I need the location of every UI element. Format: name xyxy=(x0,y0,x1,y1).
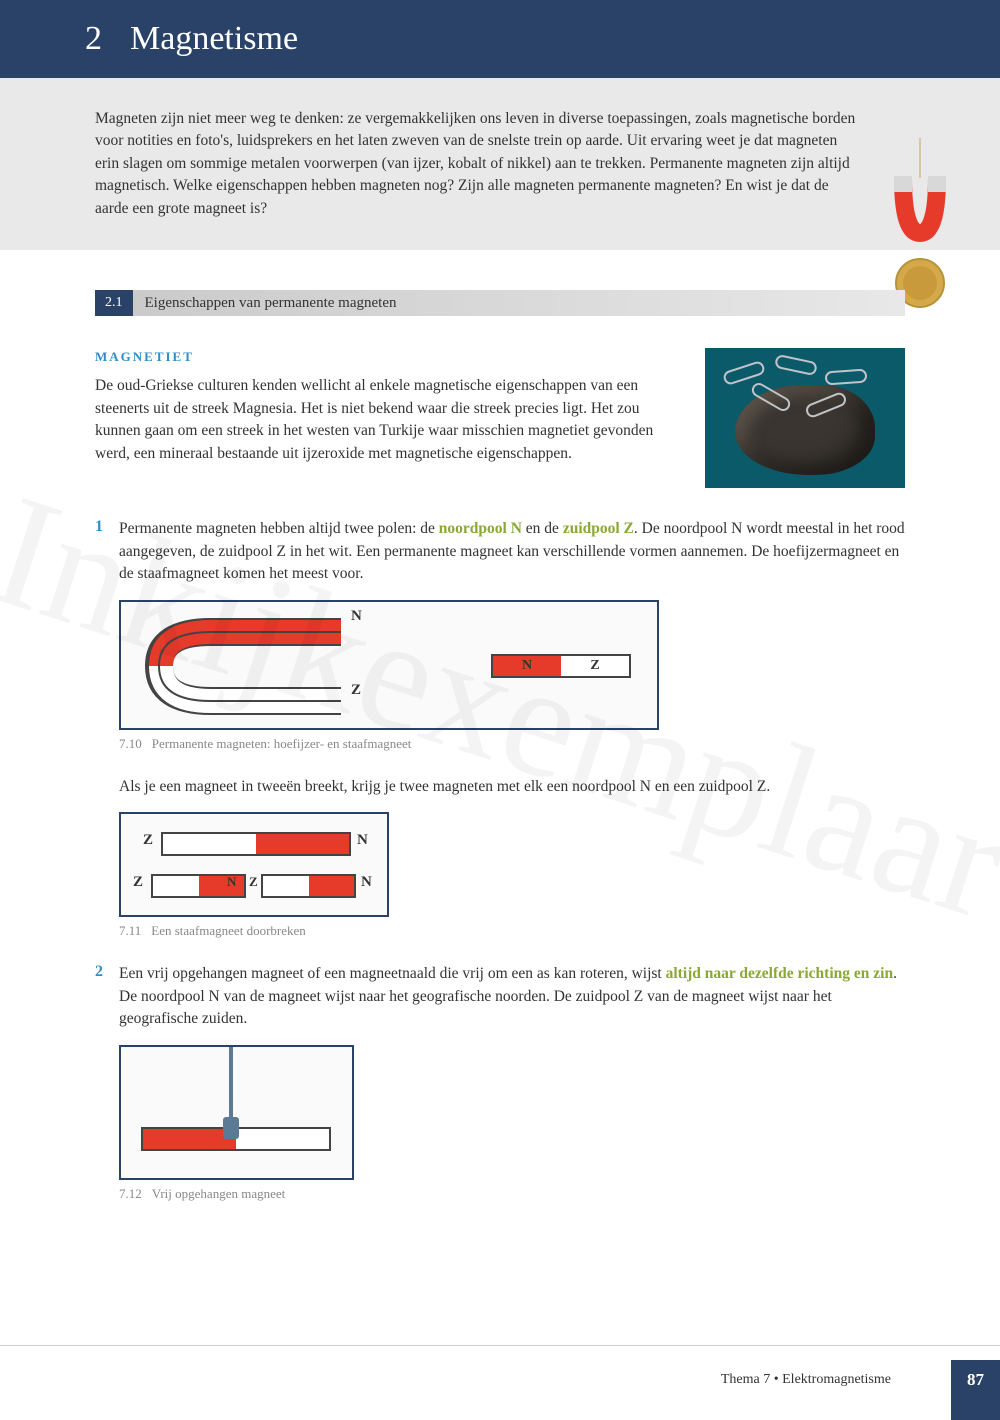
horseshoe-magnet-icon xyxy=(141,614,371,719)
fig-num: 7.10 xyxy=(119,736,142,751)
section-bar: 2.1 Eigenschappen van permanente magnete… xyxy=(95,290,905,316)
item2-text-a: Een vrij opgehangen magneet of een magne… xyxy=(119,965,666,982)
fig-num: 7.11 xyxy=(119,923,141,938)
knot-icon xyxy=(223,1117,239,1139)
item-2-number: 2 xyxy=(95,963,103,981)
chapter-header: 2 Magnetisme xyxy=(0,0,1000,78)
item-1-number: 1 xyxy=(95,518,103,536)
page-footer: Thema 7 • Elektromagnetisme 87 xyxy=(0,1345,1000,1414)
mid-paragraph: Als je een magneet in tweeën breekt, kri… xyxy=(119,776,905,798)
figure-7-12 xyxy=(119,1045,354,1180)
fig-caption-text: Een staafmagneet doorbreken xyxy=(151,923,305,938)
chapter-number: 2 xyxy=(85,20,102,58)
pole-n3: N xyxy=(361,874,372,891)
item-1: 1 Permanente magneten hebben altijd twee… xyxy=(95,518,905,585)
magnetite-photo xyxy=(705,348,905,488)
chapter-title: Magnetisme xyxy=(130,20,298,58)
item1-text-a: Permanente magneten hebben altijd twee p… xyxy=(119,520,439,537)
main-content: 2.1 Eigenschappen van permanente magnete… xyxy=(0,250,1000,1201)
fig-caption-text: Permanente magneten: hoefijzer- en staaf… xyxy=(152,736,412,751)
bar-south: Z xyxy=(561,656,629,676)
figure-7-11-caption: 7.11 Een staafmagneet doorbreken xyxy=(119,923,905,939)
magnetiet-text: De oud-Griekse culturen kenden wellicht … xyxy=(95,375,685,465)
item-2: 2 Een vrij opgehangen magneet of een mag… xyxy=(95,963,905,1030)
pole-n2: N xyxy=(227,874,236,890)
intro-band: Magneten zijn niet meer weg te denken: z… xyxy=(0,78,1000,250)
pole-z2: Z xyxy=(133,874,143,891)
magnetiet-heading: MAGNETIET xyxy=(95,348,685,367)
section-title: Eigenschappen van permanente magneten xyxy=(133,290,409,316)
item1-hl2: zuidpool Z xyxy=(563,520,634,537)
figure-7-10: N Z N Z xyxy=(119,600,659,730)
pole-label-n: N xyxy=(351,608,362,625)
page-number: 87 xyxy=(951,1360,1000,1420)
pole-label-z: Z xyxy=(351,682,361,699)
string-icon xyxy=(229,1047,233,1125)
figure-7-11: Z N Z N Z N xyxy=(119,812,389,917)
intro-text: Magneten zijn niet meer weg te denken: z… xyxy=(95,108,860,220)
pole-z: Z xyxy=(143,832,153,849)
figure-7-10-caption: 7.10 Permanente magneten: hoefijzer- en s… xyxy=(119,736,905,752)
magnetiet-block: MAGNETIET De oud-Griekse culturen kenden… xyxy=(95,348,905,488)
item1-hl1: noordpool N xyxy=(439,520,522,537)
fig-caption-text: Vrij opgehangen magneet xyxy=(152,1186,286,1201)
bar-north: N xyxy=(493,656,561,676)
pole-n: N xyxy=(357,832,368,849)
fig-num: 7.12 xyxy=(119,1186,142,1201)
item2-hl: altijd naar dezelfde richting en zin xyxy=(666,965,893,982)
figure-7-12-caption: 7.12 Vrij opgehangen magneet xyxy=(119,1186,905,1202)
section-number: 2.1 xyxy=(95,290,133,316)
pole-z3: Z xyxy=(249,874,258,890)
footer-theme: Thema 7 • Elektromagnetisme xyxy=(721,1372,891,1388)
item1-text-b: en de xyxy=(522,520,563,537)
